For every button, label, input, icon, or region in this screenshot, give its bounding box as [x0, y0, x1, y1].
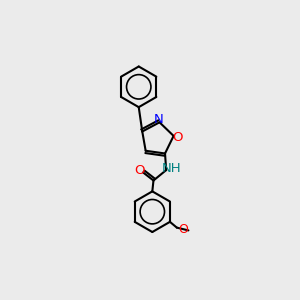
Text: NH: NH: [161, 163, 181, 176]
Text: N: N: [154, 113, 163, 126]
Text: O: O: [172, 130, 183, 144]
Text: O: O: [135, 164, 145, 177]
Text: O: O: [178, 223, 188, 236]
